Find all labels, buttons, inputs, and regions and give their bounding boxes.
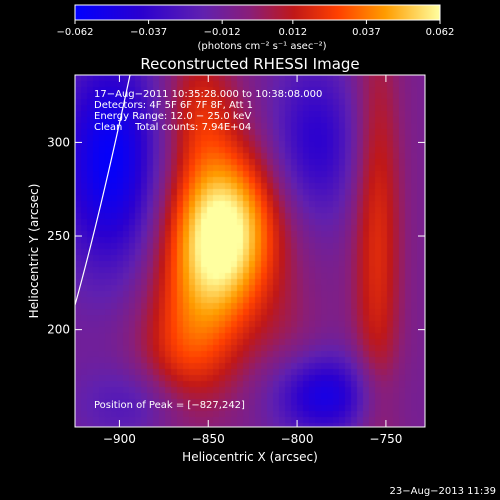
y-tick-label: 200	[47, 323, 70, 337]
chart-title: Reconstructed RHESSI Image	[140, 55, 359, 73]
y-tick-label: 250	[47, 229, 70, 243]
x-axis-tick-labels: −900 −850 −800 −750	[103, 432, 402, 446]
solar-limb-curve	[75, 75, 131, 306]
colorbar-tick-label: −0.037	[130, 27, 167, 38]
x-axis-ticks	[118, 75, 387, 427]
plot-frame	[74, 74, 426, 428]
x-tick-label: −900	[103, 432, 136, 446]
colorbar	[74, 4, 441, 21]
x-tick-label: −750	[369, 432, 402, 446]
y-axis-ticks	[75, 141, 425, 331]
colorbar-tick-label: −0.012	[204, 27, 241, 38]
x-tick-label: −800	[281, 432, 314, 446]
footer-timestamp: 23−Aug−2013 11:39	[390, 486, 496, 497]
colorbar-tick-label: 0.037	[352, 27, 381, 38]
colorbar-unit-label: (photons cm⁻² s⁻¹ asec⁻²)	[197, 41, 326, 52]
observation-annotations: 17−Aug−2011 10:35:28.000 to 10:38:08.000…	[94, 89, 322, 133]
annotation-energy-range: Energy Range: 12.0 − 25.0 keV	[94, 111, 251, 122]
heatmap-image-holder	[75, 75, 425, 427]
colorbar-tick-label: 0.012	[279, 27, 308, 38]
x-axis-label: Heliocentric X (arcsec)	[182, 450, 318, 464]
x-tick-label: −850	[192, 432, 225, 446]
colorbar-tick-label: 0.062	[426, 27, 455, 38]
annotation-counts: Clean Total counts: 7.94E+04	[94, 122, 251, 133]
colorbar-ticks	[74, 20, 441, 24]
colorbar-tick-labels: −0.062 −0.037 −0.012 0.012 0.037 0.062	[56, 27, 454, 38]
annotation-time-range: 17−Aug−2011 10:35:28.000 to 10:38:08.000	[94, 89, 322, 100]
y-axis-label: Heliocentric Y (arcsec)	[27, 184, 41, 319]
peak-position-label: Position of Peak = [−827,242]	[94, 400, 245, 411]
y-axis-tick-labels: 200 250 300	[47, 135, 70, 336]
colorbar-tick-label: −0.062	[56, 27, 93, 38]
annotation-detectors: Detectors: 4F 5F 6F 7F 8F, Att 1	[94, 100, 253, 111]
y-tick-label: 300	[47, 135, 70, 149]
heatmap-image	[75, 75, 425, 427]
